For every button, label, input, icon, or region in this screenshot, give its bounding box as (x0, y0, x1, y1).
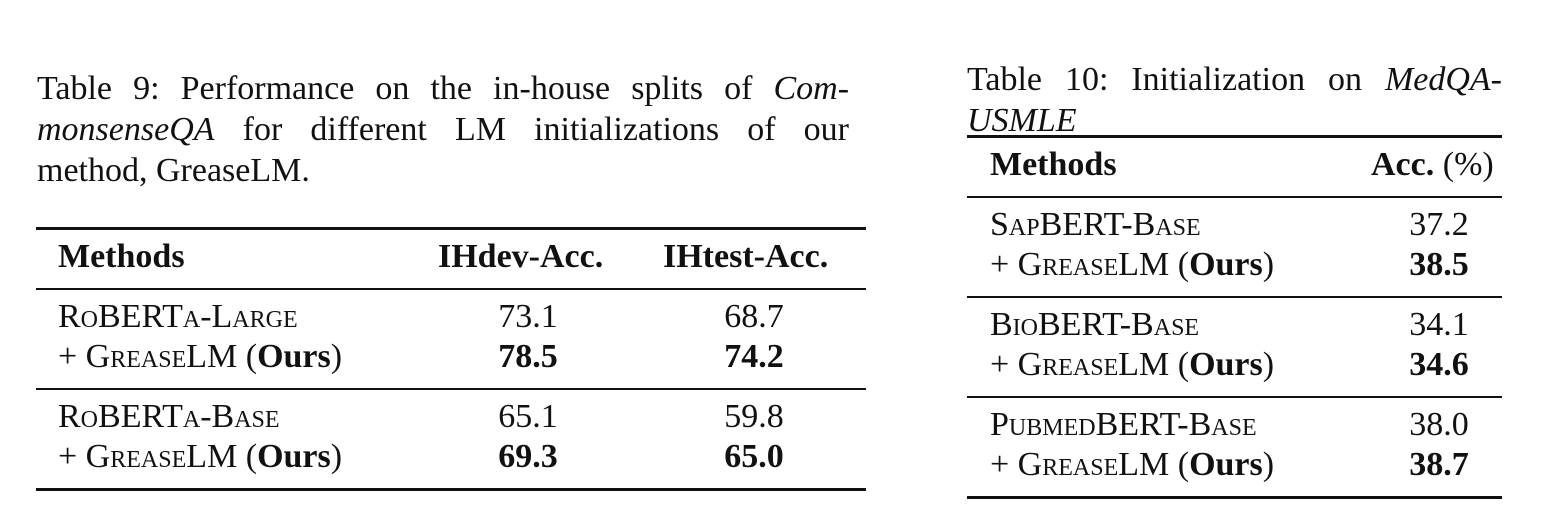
table9-caption-line2: monsenseQA for different LM initializati… (37, 111, 849, 148)
table9-row1-base: RoBERTa-Large (58, 298, 298, 335)
table10-row2-acc-base: 34.1 (1409, 306, 1469, 343)
table9-row1-ours-method: + GreaseLM (Ours) (58, 338, 343, 375)
table9-top-rule (36, 227, 866, 230)
table9-row2-ours-method: + GreaseLM (Ours) (58, 438, 343, 475)
table9-row2-dev-base: 65.1 (498, 398, 558, 435)
table9-row1-dev-base: 73.1 (498, 298, 558, 335)
table9-caption-line1: Table 9: Performance on the in-house spl… (37, 70, 850, 107)
table9-row1-dev-ours: 78.5 (498, 338, 558, 375)
table9-row2-dev-ours: 69.3 (498, 438, 558, 475)
table10-row1-acc-ours: 38.5 (1409, 246, 1469, 283)
table10-row3-base: PubmedBERT-Base (990, 406, 1257, 443)
table9-row1-test-ours: 74.2 (724, 338, 784, 375)
table9-caption-line3: method, GreaseLM. (37, 152, 310, 189)
table10-caption: Table 10: Initialization on MedQA- USMLE (967, 59, 1502, 141)
table9-bottom-rule (36, 488, 866, 491)
table10-row-divider-2 (967, 396, 1502, 398)
table9-row1-test-base: 68.7 (724, 298, 784, 335)
table9-caption: Table 9: Performance on the in-house spl… (37, 68, 849, 191)
table10-row1-ours-method: + GreaseLM (Ours) (990, 246, 1275, 283)
table10-row2-acc-ours: 34.6 (1409, 346, 1469, 383)
table10-row1-base: SapBERT-Base (990, 206, 1201, 243)
table10-header-acc: Acc. (%) (1371, 146, 1494, 183)
table10-mid-rule (967, 196, 1502, 198)
table10-row1-acc-base: 37.2 (1409, 206, 1469, 243)
table10-row3-acc-base: 38.0 (1409, 406, 1469, 443)
table10-caption-line2: USMLE (967, 102, 1077, 139)
table10-row3-ours-method: + GreaseLM (Ours) (990, 446, 1275, 483)
table10-row3-acc-ours: 38.7 (1409, 446, 1469, 483)
table10-bottom-rule (967, 496, 1502, 499)
table10-row2-base: BioBERT-Base (990, 306, 1200, 343)
table9-row2-test-base: 59.8 (724, 398, 784, 435)
table9-header-ihdev: IHdev-Acc. (438, 238, 604, 275)
table10-row-divider-1 (967, 296, 1502, 298)
table9-row2-base: RoBERTa-Base (58, 398, 280, 435)
table9-mid-rule (36, 288, 866, 290)
table9-row2-test-ours: 65.0 (724, 438, 784, 475)
table10-row2-ours-method: + GreaseLM (Ours) (990, 346, 1275, 383)
table9-header-methods: Methods (58, 238, 185, 275)
table9-row-divider (36, 388, 866, 390)
table10-header-methods: Methods (990, 146, 1117, 183)
table10-top-rule (967, 135, 1502, 138)
table10-caption-line1: Table 10: Initialization on MedQA- (967, 61, 1502, 98)
table9-header-ihtest: IHtest-Acc. (663, 238, 829, 275)
